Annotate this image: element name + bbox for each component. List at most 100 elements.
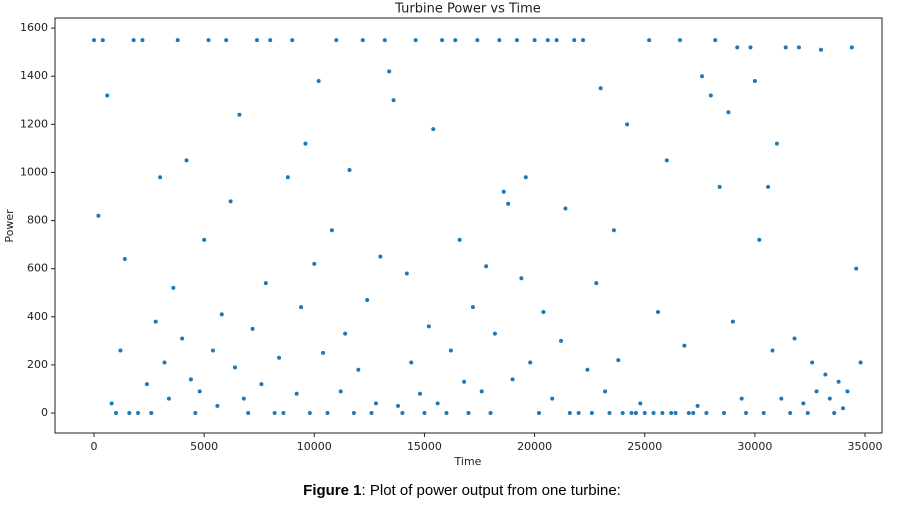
point — [647, 38, 652, 43]
point — [849, 45, 854, 50]
point — [277, 355, 282, 360]
point — [501, 189, 506, 194]
point — [536, 411, 541, 416]
chart-title: Turbine Power vs Time — [394, 2, 541, 17]
point — [541, 309, 546, 314]
point — [611, 228, 616, 233]
point — [232, 365, 237, 370]
point — [210, 348, 215, 353]
point — [294, 391, 299, 396]
y-tick-label: 1200 — [20, 117, 48, 130]
point — [435, 401, 440, 406]
point — [272, 411, 277, 416]
point — [827, 396, 832, 401]
point — [669, 411, 674, 416]
point — [96, 213, 101, 218]
point — [554, 38, 559, 43]
point — [131, 38, 136, 43]
point — [109, 401, 114, 406]
point — [329, 228, 334, 233]
point — [686, 411, 691, 416]
point — [268, 38, 273, 43]
point — [136, 411, 141, 416]
point — [343, 331, 348, 336]
y-tick-label: 1000 — [20, 165, 48, 178]
point — [91, 38, 96, 43]
point — [739, 396, 744, 401]
point — [285, 175, 290, 180]
point — [783, 45, 788, 50]
point — [149, 411, 154, 416]
point — [180, 336, 185, 341]
point — [303, 141, 308, 146]
point — [488, 411, 493, 416]
caption-text: : Plot of power output from one turbine: — [361, 482, 621, 499]
point — [523, 175, 528, 180]
point — [387, 69, 392, 74]
x-axis-label: Time — [454, 455, 482, 468]
point — [241, 396, 246, 401]
point — [761, 411, 766, 416]
point — [453, 38, 458, 43]
point — [105, 93, 110, 98]
point — [497, 38, 502, 43]
point — [722, 411, 727, 416]
point — [219, 312, 224, 317]
point — [426, 324, 431, 329]
point — [854, 266, 859, 271]
point — [158, 175, 163, 180]
point — [510, 377, 515, 382]
point — [171, 285, 176, 290]
point — [691, 411, 696, 416]
point — [255, 38, 260, 43]
point — [365, 297, 370, 302]
point — [162, 360, 167, 365]
point — [779, 396, 784, 401]
point — [581, 38, 586, 43]
point — [338, 389, 343, 394]
caption-label: Figure 1 — [303, 482, 362, 499]
point — [431, 127, 436, 132]
point — [717, 184, 722, 189]
y-tick-label: 1400 — [20, 69, 48, 82]
point — [140, 38, 145, 43]
point — [193, 411, 198, 416]
point — [748, 45, 753, 50]
x-tick-label: 30000 — [737, 440, 772, 453]
point — [202, 237, 207, 242]
point — [858, 360, 863, 365]
point — [832, 411, 837, 416]
point — [475, 38, 480, 43]
point — [735, 45, 740, 50]
point — [585, 367, 590, 372]
x-tick-label: 5000 — [190, 440, 218, 453]
point — [356, 367, 361, 372]
x-tick-label: 15000 — [407, 440, 442, 453]
point — [603, 389, 608, 394]
x-tick-label: 20000 — [517, 440, 552, 453]
point — [572, 38, 577, 43]
point — [479, 389, 484, 394]
point — [695, 403, 700, 408]
point — [391, 98, 396, 103]
point — [620, 411, 625, 416]
point — [448, 348, 453, 353]
point — [316, 79, 321, 84]
chart: Turbine Power vs Time Time Power 0 200 400… — [3, 2, 883, 469]
point — [744, 411, 749, 416]
point — [462, 379, 467, 384]
y-tick-label: 400 — [27, 310, 48, 323]
point — [704, 411, 709, 416]
point — [814, 389, 819, 394]
point — [823, 372, 828, 377]
y-axis-label: Power — [3, 209, 16, 243]
point — [122, 257, 127, 262]
point — [836, 379, 841, 384]
y-tick-label: 800 — [27, 214, 48, 227]
point — [550, 396, 555, 401]
point — [845, 389, 850, 394]
point — [810, 360, 815, 365]
point — [841, 406, 846, 411]
point — [378, 254, 383, 259]
